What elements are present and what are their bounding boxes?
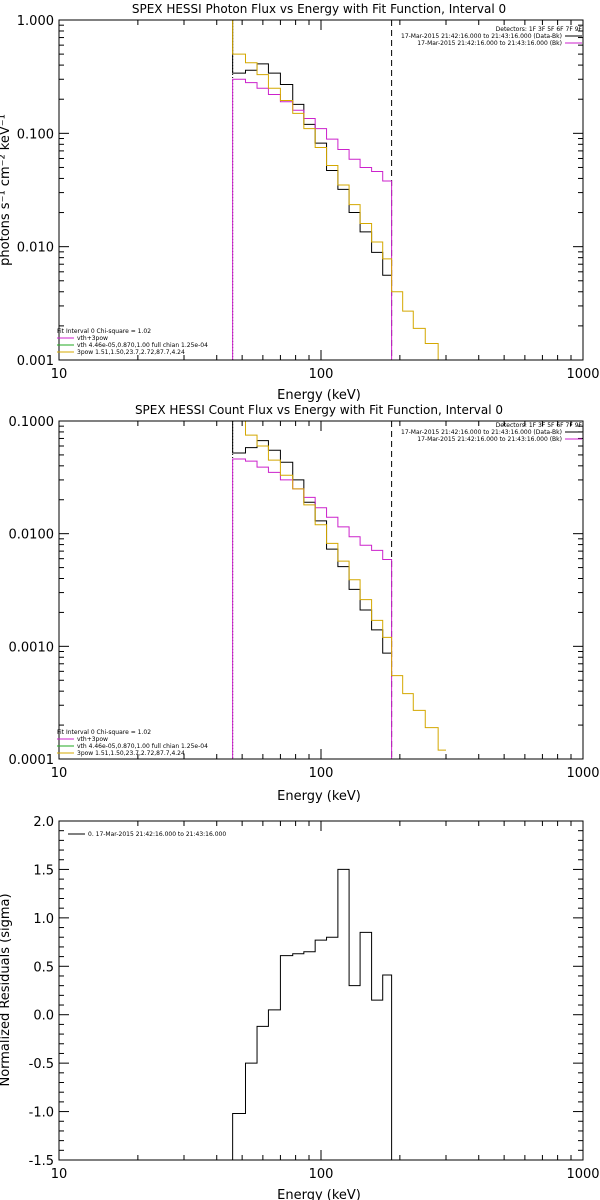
- y-tick-label: 0.0: [33, 1009, 54, 1024]
- legend-data-bk: 17-Mar-2015 21:42:16.000 to 21:43:16.000…: [401, 33, 562, 40]
- residuals-panel: Normalized Residuals (sigma) 10 100 1000 -1…: [0, 815, 600, 1200]
- legend-bottom-left: Fit Interval 0 Chi-square = 1.02 vth+3po…: [57, 328, 208, 356]
- legend-fit-interval: Fit Interval 0 Chi-square = 1.02: [57, 729, 151, 736]
- x-tick-label: 100: [309, 1167, 334, 1182]
- y-tick-label: 0.010: [17, 241, 54, 256]
- legend-detectors: Detectors: 1F 3F 5F 6F 7F 9F: [496, 26, 583, 33]
- y-tick-label: 0.100: [17, 127, 54, 142]
- x-tick-label: 10: [51, 766, 68, 781]
- legend-3pow: 3pow 1.51,1.50,23.7,2.72,87.7,4.24: [77, 349, 185, 356]
- x-axis-label: Energy (keV): [277, 1188, 361, 1200]
- y-tick-label: -1.0: [29, 1106, 54, 1121]
- plot-area: 10 100 1000 0.0001 0.0010 0.0100 0.1000: [9, 415, 600, 781]
- residuals-series: [232, 868, 393, 1160]
- plot-area: 10 100 1000 -1.5 -1.0 -0.5 0.0 0.5 1.0 1.5 2.0: [29, 815, 600, 1182]
- legend-bottom-left: Fit Interval 0 Chi-square = 1.02 vth+3po…: [57, 729, 208, 757]
- chart-title: SPEX HESSI Count Flux vs Energy with Fit…: [135, 403, 503, 417]
- fit-series: [232, 421, 447, 751]
- y-tick-label: -0.5: [29, 1057, 54, 1072]
- legend-bk: 17-Mar-2015 21:42:16.000 to 21:43:16.000…: [417, 436, 562, 443]
- fit-series: [204, 20, 447, 360]
- x-tick-label: 10: [51, 367, 68, 382]
- y-tick-label: 1.000: [17, 14, 54, 29]
- x-tick-label: 1000: [566, 367, 599, 382]
- x-axis-label: Energy (keV): [277, 789, 361, 804]
- background-series: [232, 78, 393, 360]
- x-axis-label: Energy (keV): [277, 388, 361, 403]
- y-tick-label: -1.5: [29, 1154, 54, 1169]
- y-tick-label: 0.1000: [9, 415, 55, 430]
- legend-detectors: Detectors: 1F 3F 5F 6F 7F 9F: [496, 422, 583, 429]
- y-axis-label: photons s⁻¹ cm⁻² keV⁻¹: [0, 114, 13, 266]
- y-tick-label: 0.0001: [9, 753, 55, 768]
- legend-3pow: 3pow 1.51,1.50,23.7,2.72,87.7,4.24: [77, 750, 185, 757]
- x-tick-label: 10: [51, 1167, 68, 1182]
- legend-bk: 17-Mar-2015 21:42:16.000 to 21:43:16.000…: [417, 40, 562, 47]
- y-tick-label: 0.001: [17, 354, 54, 369]
- x-tick-label: 100: [309, 367, 334, 382]
- chart-title: SPEX HESSI Photon Flux vs Energy with Fi…: [132, 2, 506, 16]
- legend-top-left: 0. 17-Mar-2015 21:42:16.000 to 21:43:16.…: [68, 831, 226, 838]
- data-bk-series: [232, 20, 392, 276]
- legend-vth: vth 4.46e-05,0.870,1.00 full chian 1.25e…: [77, 743, 208, 750]
- legend-model: vth+3pow: [77, 335, 108, 342]
- background-series: [232, 458, 393, 759]
- y-tick-label: 1.5: [33, 863, 54, 878]
- plot-frame: [58, 820, 584, 1161]
- plot-frame: [58, 19, 584, 361]
- legend-residuals: 0. 17-Mar-2015 21:42:16.000 to 21:43:16.…: [88, 831, 226, 838]
- count-flux-panel: SPEX HESSI Count Flux vs Energy with Fit…: [9, 403, 600, 804]
- y-tick-label: 0.5: [33, 960, 54, 975]
- y-tick-label: 0.0100: [9, 528, 55, 543]
- x-tick-label: 1000: [566, 1167, 599, 1182]
- legend-fit-interval: Fit Interval 0 Chi-square = 1.02: [57, 328, 151, 335]
- legend-data-bk: 17-Mar-2015 21:42:16.000 to 21:43:16.000…: [401, 429, 562, 436]
- y-tick-label: 0.0010: [9, 640, 55, 655]
- y-tick-label: 2.0: [33, 815, 54, 830]
- plot-area: 10 100 1000 0.001 0.010 0.100 1.000: [17, 14, 600, 382]
- data-bk-series: [232, 421, 392, 654]
- legend-top-right: Detectors: 1F 3F 5F 6F 7F 9F 17-Mar-2015…: [401, 26, 583, 47]
- x-tick-label: 100: [309, 766, 334, 781]
- legend-vth: vth 4.46e-05,0.870,1.00 full chian 1.25e…: [77, 342, 208, 349]
- y-axis-label: Normalized Residuals (sigma): [0, 893, 13, 1086]
- photon-flux-panel: SPEX HESSI Photon Flux vs Energy with Fi…: [0, 2, 600, 403]
- legend-model: vth+3pow: [77, 736, 108, 743]
- plot-frame: [58, 420, 584, 760]
- y-tick-label: 1.0: [33, 912, 54, 927]
- legend-top-right: Detectors: 1F 3F 5F 6F 7F 9F 17-Mar-2015…: [401, 422, 583, 443]
- x-tick-label: 1000: [566, 766, 599, 781]
